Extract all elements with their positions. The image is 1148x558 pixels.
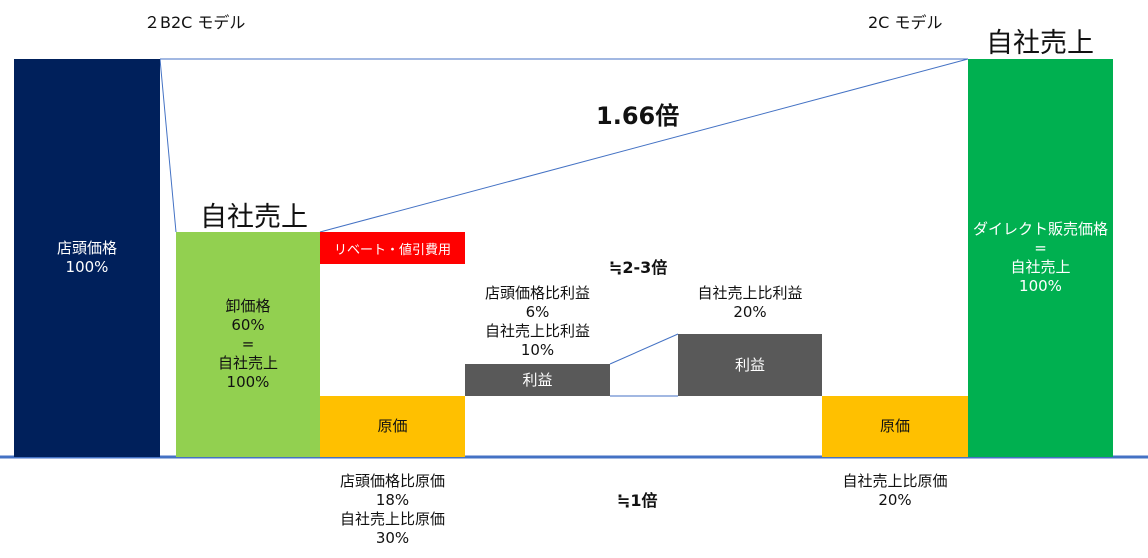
b2c-cost-note-store-label: 店頭価格比原価 (339, 472, 445, 490)
b2c-profit-label: 利益 (522, 370, 553, 389)
sales-ratio-label: 1.66倍 (596, 102, 680, 130)
b2c-cost-box: 原価 (320, 396, 465, 457)
wholesale-own-sales-label: 自社売上 (217, 354, 278, 372)
rebate-box: リベート・値引費用 (320, 232, 465, 264)
d2c-own-sales-title: 自社売上 (986, 28, 1094, 59)
b2c-cost-label: 原価 (377, 417, 408, 435)
b2c-profit-note-own-label: 自社売上比利益 (484, 322, 590, 340)
wholesale-percent: 60% (231, 316, 265, 334)
profit-ratio-label: ≒2-3倍 (609, 258, 668, 277)
b2c-own-sales-title: 自社売上 (200, 202, 308, 233)
store-price-percent: 100% (65, 258, 109, 276)
wholesale-price-bar: 卸価格 60% = 自社売上 100% (176, 232, 320, 457)
d2c-cost-note-percent: 20% (878, 491, 912, 509)
d2c-cost-note-label: 自社売上比原価 (842, 472, 948, 490)
b2c-cost-note-own-label: 自社売上比原価 (339, 510, 445, 528)
cost-ratio-label: ≒1倍 (617, 491, 658, 510)
b2c-profit-box: 利益 (465, 364, 610, 396)
d2c-profit-note-percent: 20% (733, 303, 767, 321)
wholesale-own-sales-percent: 100% (226, 373, 270, 391)
d2c-profit-note: 自社売上比利益 20% (678, 284, 822, 322)
direct-price-equals: = (1034, 239, 1047, 257)
direct-price-bar: ダイレクト販売価格 = 自社売上 100% (968, 59, 1113, 457)
direct-price-label: ダイレクト販売価格 (972, 220, 1108, 238)
own-sales-ratio-line (319, 58, 969, 233)
b2c-profit-note: 店頭価格比利益 6% 自社売上比利益 10% (465, 284, 610, 360)
rebate-label: リベート・値引費用 (333, 242, 451, 258)
wholesale-equals: = (241, 335, 255, 353)
store-to-own-sales-line (159, 58, 177, 233)
direct-own-sales-label: 自社売上 (1010, 258, 1071, 276)
d2c-cost-box: 原価 (822, 396, 968, 457)
b2c-cost-note: 店頭価格比原価 18% 自社売上比原価 30% (320, 472, 465, 548)
b2c-cost-note-own-percent: 30% (375, 529, 410, 547)
d2c-cost-note: 自社売上比原価 20% (822, 472, 968, 510)
d2c-profit-label: 利益 (734, 355, 765, 374)
wholesale-label: 卸価格 (225, 297, 271, 315)
d2c-model-header: 2C モデル (868, 13, 943, 32)
profit-connector-line (609, 333, 679, 365)
b2c-cost-note-store-percent: 18% (375, 491, 410, 509)
b2c-profit-note-store-label: 店頭価格比利益 (484, 284, 590, 302)
b2c-profit-note-own-percent: 10% (520, 341, 555, 359)
direct-own-sales-percent: 100% (1019, 277, 1062, 295)
d2c-profit-box: 利益 (678, 334, 822, 396)
store-price-label: 店頭価格 (56, 239, 117, 257)
store-price-bar: 店頭価格 100% (14, 59, 160, 457)
b2c-model-header: ２B2C モデル (144, 13, 246, 32)
b2c-profit-note-store-percent: 6% (525, 303, 550, 321)
d2c-profit-note-label: 自社売上比利益 (697, 284, 803, 302)
d2c-cost-label: 原価 (879, 417, 910, 435)
